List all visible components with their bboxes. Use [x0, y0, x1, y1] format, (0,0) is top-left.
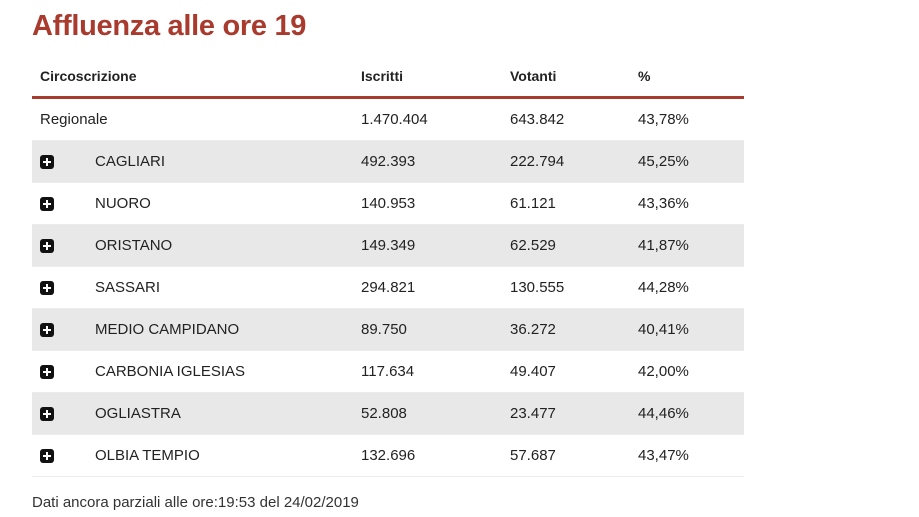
row-percent: 45,25% — [638, 153, 689, 170]
row-votanti: 57.687 — [510, 447, 556, 464]
row-name: ORISTANO — [95, 237, 173, 254]
plus-square-icon[interactable] — [40, 449, 54, 463]
header-votanti: Votanti — [510, 68, 557, 84]
header-iscritti: Iscritti — [361, 68, 404, 84]
table-row-carbonia-iglesias: CARBONIA IGLESIAS 117.634 49.407 42,00% — [32, 351, 744, 393]
row-iscritti: 52.808 — [361, 405, 407, 422]
row-name: CARBONIA IGLESIAS — [95, 363, 246, 380]
table-row-nuoro: NUORO 140.953 61.121 43,36% — [32, 183, 744, 225]
plus-square-icon[interactable] — [40, 407, 54, 421]
row-votanti: 222.794 — [510, 153, 565, 170]
row-percent: 41,87% — [638, 237, 689, 254]
table-row-sassari: SASSARI 294.821 130.555 44,28% — [32, 267, 744, 309]
row-iscritti: 492.393 — [361, 153, 416, 170]
plus-square-icon[interactable] — [40, 197, 54, 211]
row-iscritti: 132.696 — [361, 447, 416, 464]
row-percent: 43,78% — [638, 111, 689, 128]
header-percent: % — [638, 68, 651, 84]
row-name: NUORO — [95, 195, 151, 212]
row-iscritti: 140.953 — [361, 195, 416, 212]
row-name: OGLIASTRA — [95, 405, 181, 422]
row-iscritti: 117.634 — [361, 363, 415, 380]
plus-square-icon[interactable] — [40, 323, 54, 337]
row-name: CAGLIARI — [95, 153, 166, 170]
table-row-oristano: ORISTANO 149.349 62.529 41,87% — [32, 225, 744, 267]
row-percent: 44,28% — [638, 279, 689, 296]
turnout-table: Circoscrizione Iscritti Votanti % Region… — [32, 56, 744, 477]
row-percent: 43,36% — [638, 195, 689, 212]
plus-square-icon[interactable] — [40, 281, 54, 295]
row-percent: 43,47% — [638, 447, 689, 464]
row-name: OLBIA TEMPIO — [95, 447, 200, 464]
table-row-regionale: Regionale 1.470.404 643.842 43,78% — [32, 99, 744, 141]
row-percent: 44,46% — [638, 405, 689, 422]
row-iscritti: 149.349 — [361, 237, 416, 254]
table-row-cagliari: CAGLIARI 492.393 222.794 45,25% — [32, 141, 744, 183]
plus-square-icon[interactable] — [40, 239, 54, 253]
row-iscritti: 89.750 — [361, 321, 407, 338]
table-row-ogliastra: OGLIASTRA 52.808 23.477 44,46% — [32, 393, 744, 435]
plus-square-icon[interactable] — [40, 365, 54, 379]
page-title: Affluenza alle ore 19 — [32, 10, 307, 42]
row-iscritti: 294.821 — [361, 279, 416, 296]
row-votanti: 49.407 — [510, 363, 556, 380]
row-percent: 40,41% — [638, 321, 689, 338]
row-votanti: 62.529 — [510, 237, 556, 254]
header-circoscrizione: Circoscrizione — [40, 68, 137, 84]
row-votanti: 130.555 — [510, 279, 565, 296]
row-votanti: 643.842 — [510, 111, 565, 128]
plus-square-icon[interactable] — [40, 155, 54, 169]
row-votanti: 61.121 — [510, 195, 556, 212]
row-percent: 42,00% — [638, 363, 689, 380]
table-header: Circoscrizione Iscritti Votanti % — [32, 56, 744, 99]
row-votanti: 36.272 — [510, 321, 556, 338]
row-name: MEDIO CAMPIDANO — [95, 321, 240, 338]
row-votanti: 23.477 — [510, 405, 556, 422]
table-row-olbia-tempio: OLBIA TEMPIO 132.696 57.687 43,47% — [32, 435, 744, 477]
row-iscritti: 1.470.404 — [361, 111, 428, 128]
row-name: Regionale — [40, 111, 108, 128]
table-row-medio-campidano: MEDIO CAMPIDANO 89.750 36.272 40,41% — [32, 309, 744, 351]
row-name: SASSARI — [95, 279, 161, 296]
partial-data-note: Dati ancora parziali alle ore:19:53 del … — [32, 494, 359, 511]
